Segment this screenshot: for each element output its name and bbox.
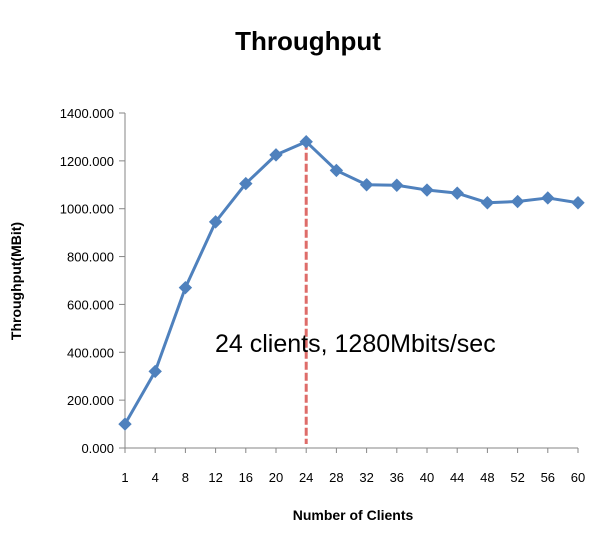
x-axis-title: Number of Clients [293,507,414,523]
y-tick-label: 400.000 [67,345,114,360]
x-tick-label: 36 [390,470,404,485]
x-tick-label: 56 [541,470,555,485]
x-tick-label: 40 [420,470,434,485]
chart-title: Throughput [235,26,381,56]
x-tick-label: 60 [571,470,585,485]
data-point [541,191,555,205]
data-point [329,163,344,178]
axes [124,113,578,449]
x-tick-label: 48 [480,470,494,485]
x-tick-label: 24 [299,470,313,485]
data-point [420,183,434,197]
y-tick-label: 1200.000 [60,154,114,169]
x-tick-label: 52 [510,470,524,485]
data-point [118,417,132,431]
y-tick-label: 800.000 [67,250,114,265]
data-point [359,178,374,192]
x-tick-label: 1 [121,470,128,485]
x-tick-label: 4 [152,470,159,485]
series-line [123,140,579,425]
x-tick-labels: 1 4 8 12 16 20 24 28 32 36 40 44 48 52 56 60 [121,448,585,485]
y-tick-label: 1400.000 [60,106,114,121]
data-point [239,176,253,191]
data-point [390,178,404,192]
x-tick-label: 28 [329,470,343,485]
x-tick-label: 44 [450,470,464,485]
data-points [118,135,585,431]
y-axis-title: Throughput(MBit) [8,222,24,340]
data-point [571,196,585,210]
data-point [208,215,223,229]
x-tick-label: 16 [239,470,253,485]
data-point [148,364,162,379]
annotation-text: 24 clients, 1280Mbits/sec [215,330,496,358]
data-point [480,196,495,210]
x-tick-label: 8 [182,470,189,485]
series-polyline [123,140,579,425]
x-tick-label: 32 [359,470,373,485]
x-tick-label: 20 [269,470,283,485]
y-tick-label: 600.000 [67,297,114,312]
y-tick-label: 1000.000 [60,202,114,217]
data-point [269,148,283,162]
x-tick-label: 12 [208,470,222,485]
data-point [510,194,525,209]
data-point [178,280,193,295]
y-tick-label: 200.000 [67,393,114,408]
y-tick-labels: 0.000 200.000 400.000 600.000 800.000 1000.00… [60,106,125,456]
y-tick-label: 0.000 [81,441,114,456]
data-point [299,135,313,149]
data-point [450,186,464,200]
